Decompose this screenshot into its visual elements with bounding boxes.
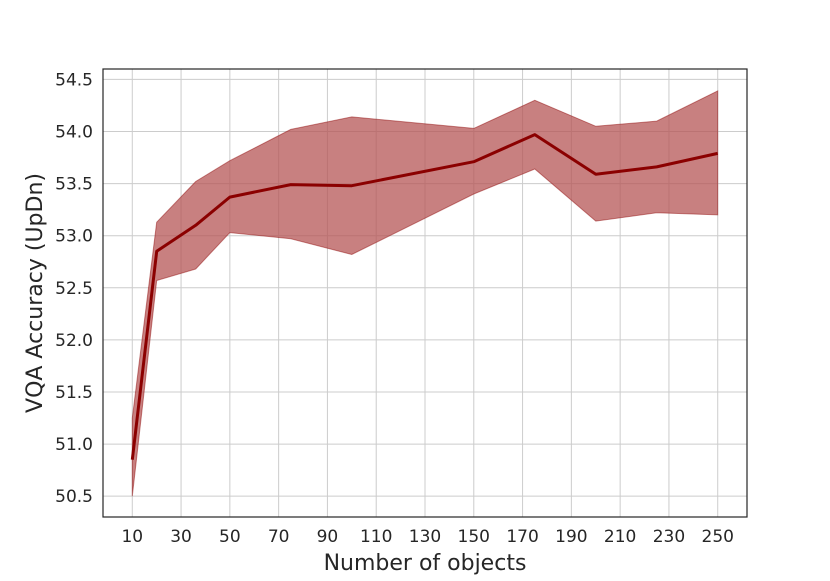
x-tick-label: 230 — [653, 527, 685, 547]
x-tick-label: 190 — [555, 527, 587, 547]
x-tick-label: 70 — [268, 527, 290, 547]
y-tick-label: 52.0 — [55, 331, 93, 351]
x-tick-label: 150 — [458, 527, 490, 547]
series-line — [130, 133, 719, 460]
x-tick-label: 170 — [506, 527, 538, 547]
y-tick-label: 51.5 — [55, 383, 93, 403]
x-tick-label: 90 — [317, 527, 339, 547]
accuracy-line — [130, 133, 719, 460]
y-tick-label: 54.5 — [55, 70, 93, 90]
x-tick-labels: 10 30 50 70 90 110 130 150 170 190 210 230 250 — [121, 527, 734, 547]
y-tick-label: 53.0 — [55, 227, 93, 247]
confidence-band — [131, 90, 719, 497]
x-axis-label: Number of objects — [324, 551, 527, 576]
x-tick-label: 110 — [360, 527, 392, 547]
y-tick-labels: 50.5 51.0 51.5 52.0 52.5 53.0 53.5 54.0 54.5 — [55, 70, 93, 507]
x-tick-label: 50 — [219, 527, 241, 547]
confidence-band-area — [131, 90, 719, 497]
y-tick-label: 53.5 — [55, 175, 93, 195]
y-tick-label: 51.0 — [55, 435, 93, 455]
x-tick-label: 250 — [702, 527, 734, 547]
y-axis-label: VQA Accuracy (UpDn) — [23, 173, 48, 413]
x-tick-label: 210 — [604, 527, 636, 547]
y-tick-label: 52.5 — [55, 279, 93, 299]
y-tick-label: 54.0 — [55, 123, 93, 143]
x-tick-label: 30 — [170, 527, 192, 547]
x-tick-label: 10 — [121, 527, 143, 547]
y-tick-label: 50.5 — [55, 487, 93, 507]
x-tick-label: 130 — [409, 527, 441, 547]
plot-frame — [102, 68, 748, 518]
